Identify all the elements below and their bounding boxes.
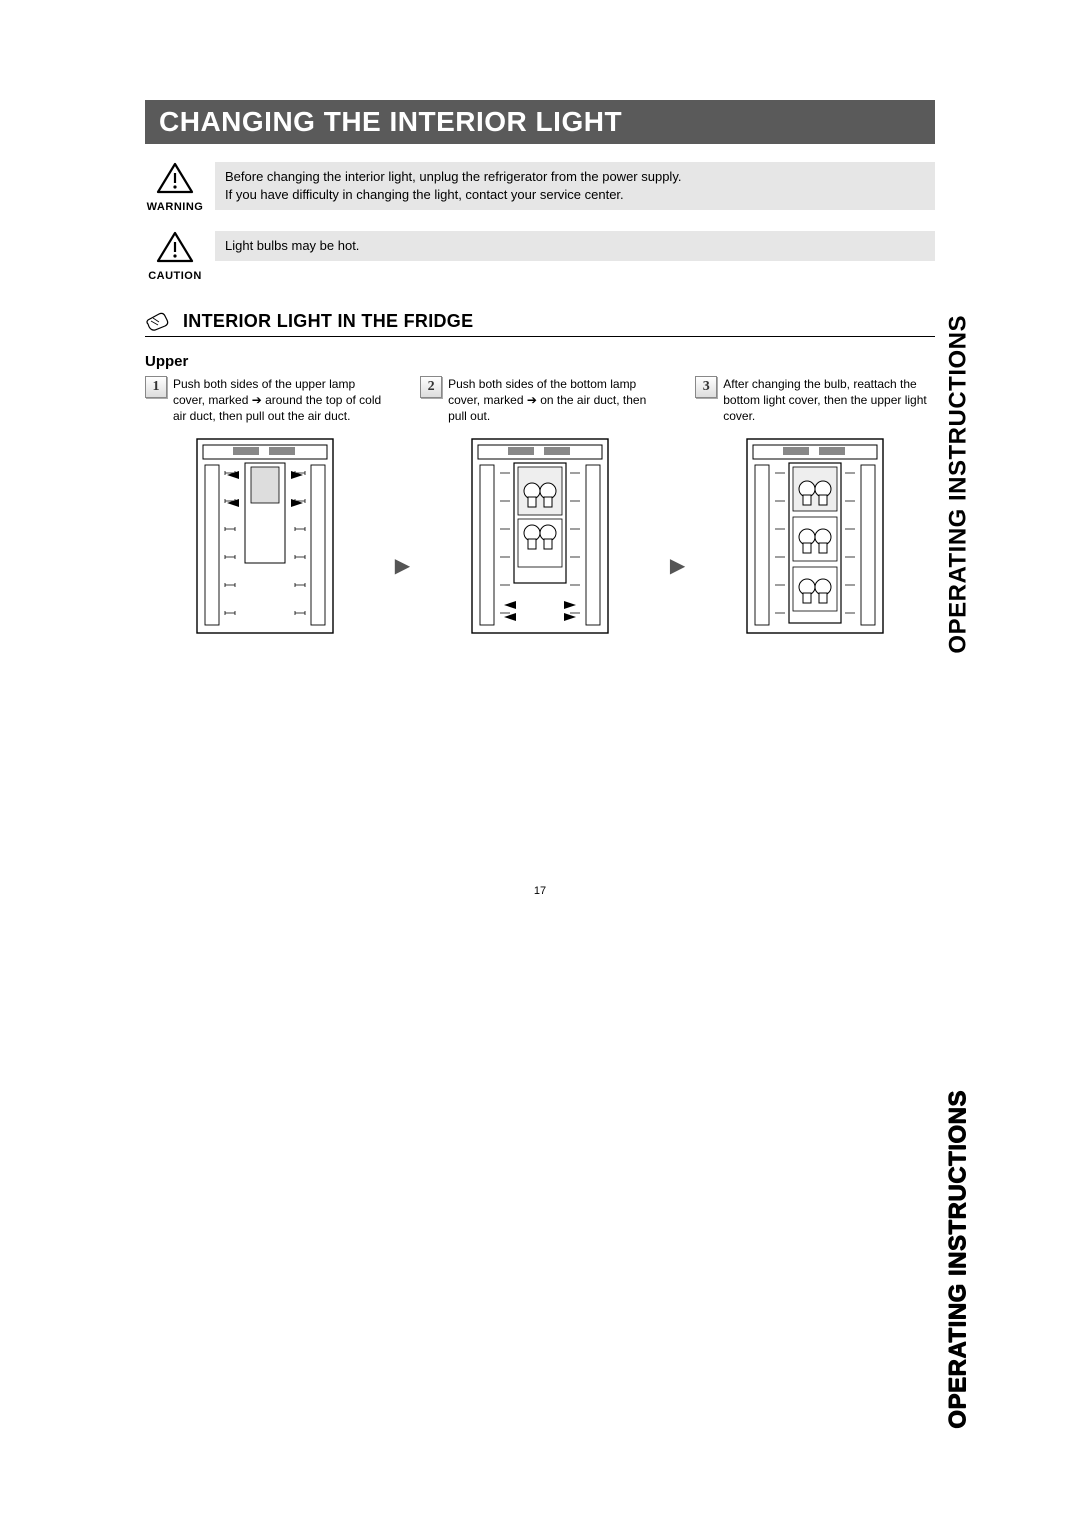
step-number-1: 1 [145, 376, 167, 398]
step-text-1: Push both sides of the upper lamp cover,… [173, 376, 385, 425]
hand-icon [145, 310, 173, 332]
page: CHANGING THE INTERIOR LIGHT WARNING Befo… [0, 0, 1080, 635]
section-header: INTERIOR LIGHT IN THE FRIDGE [145, 310, 935, 337]
diagram-3 [695, 437, 935, 635]
caution-icon [156, 231, 194, 268]
warning-text: Before changing the interior light, unpl… [215, 162, 935, 210]
step-1: 1 Push both sides of the upper lamp cove… [145, 376, 385, 635]
step-text-3: After changing the bulb, reattach the bo… [723, 376, 935, 425]
page-title: CHANGING THE INTERIOR LIGHT [145, 100, 935, 144]
side-tab-bottom: OPERATING INSTRUCTIONS [945, 1090, 973, 1429]
arrow-2-3: ▶ [670, 553, 685, 578]
diagram-1 [145, 437, 385, 635]
caution-row: CAUTION Light bulbs may be hot. [145, 231, 935, 282]
steps-row: 1 Push both sides of the upper lamp cove… [145, 376, 935, 635]
warning-row: WARNING Before changing the interior lig… [145, 162, 935, 213]
side-tab-top: OPERATING INSTRUCTIONS [945, 315, 973, 654]
step-3: 3 After changing the bulb, reattach the … [695, 376, 935, 635]
section-title: INTERIOR LIGHT IN THE FRIDGE [183, 311, 473, 332]
arrow-1-2: ▶ [395, 553, 410, 578]
caution-icon-col: CAUTION [145, 231, 205, 282]
page-number: 17 [0, 885, 1080, 897]
step-text-2: Push both sides of the bottom lamp cover… [448, 376, 660, 425]
step-2: 2 Push both sides of the bottom lamp cov… [420, 376, 660, 635]
caution-label: CAUTION [145, 270, 205, 282]
step-number-3: 3 [695, 376, 717, 398]
diagram-2 [420, 437, 660, 635]
caution-text: Light bulbs may be hot. [215, 231, 935, 261]
warning-label: WARNING [145, 201, 205, 213]
warning-icon-col: WARNING [145, 162, 205, 213]
subhead-upper: Upper [145, 353, 935, 370]
step-number-2: 2 [420, 376, 442, 398]
warning-icon [156, 162, 194, 199]
